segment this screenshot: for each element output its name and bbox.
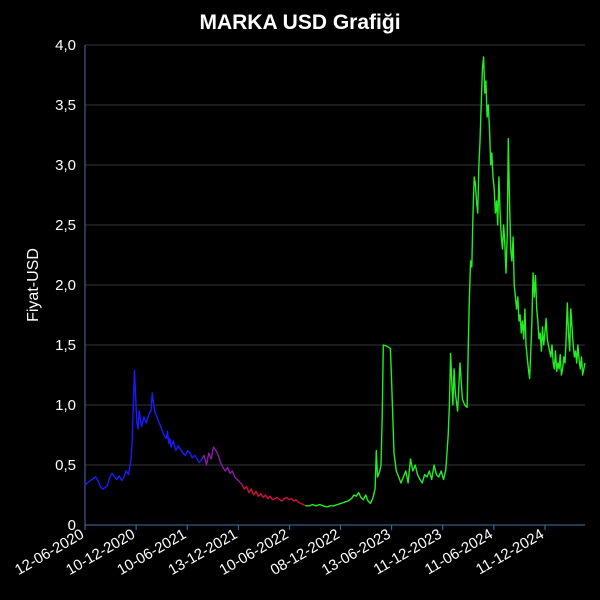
y-tick-label: 0,5 bbox=[55, 457, 76, 474]
y-axis-ticks: 0 0,5 1,0 1,5 2,0 2,5 3,0 3,5 4,0 bbox=[55, 37, 76, 534]
price-line-segment bbox=[241, 483, 306, 507]
y-tick-label: 3,0 bbox=[55, 157, 76, 174]
chart-title: MARKA USD Grafiği bbox=[199, 11, 400, 34]
grid-lines bbox=[85, 44, 585, 466]
price-line-segment bbox=[305, 56, 586, 508]
price-series bbox=[84, 56, 586, 508]
y-tick-label: 1,0 bbox=[55, 397, 76, 414]
y-tick-label: 1,5 bbox=[55, 337, 76, 354]
y-tick-label: 0 bbox=[68, 517, 76, 534]
y-tick-label: 3,5 bbox=[55, 97, 76, 114]
price-line-segment bbox=[201, 446, 243, 485]
y-tick-label: 2,5 bbox=[55, 217, 76, 234]
price-line-segment bbox=[84, 369, 203, 490]
x-axis-ticks: 12-06-202010-12-202010-06-202113-12-2021… bbox=[12, 525, 547, 579]
y-tick-label: 4,0 bbox=[55, 37, 76, 54]
y-axis-label: Fiyat-USD bbox=[25, 248, 42, 322]
axes bbox=[84, 45, 585, 526]
y-tick-label: 2,0 bbox=[55, 277, 76, 294]
